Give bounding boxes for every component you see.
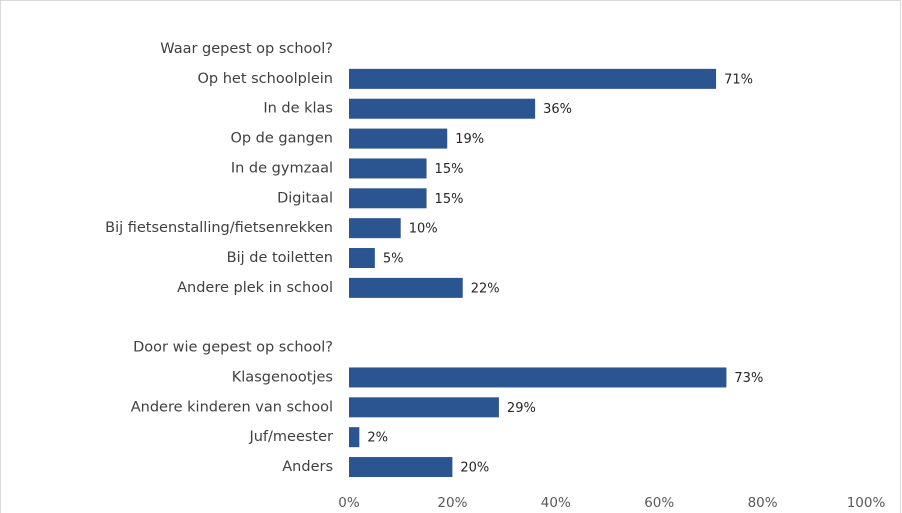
x-tick-label: 40% [541, 495, 571, 511]
category-label: Andere kinderen van school [131, 399, 333, 415]
category-label: Juf/meester [248, 429, 333, 445]
value-label: 10% [409, 222, 438, 237]
x-tick-label: 80% [748, 495, 778, 511]
value-label: 2% [367, 431, 388, 446]
category-label: Andere plek in school [177, 280, 333, 296]
category-label: Op het schoolplein [198, 71, 334, 87]
x-tick-label: 20% [437, 495, 467, 511]
category-label: Digitaal [277, 190, 333, 206]
category-label: In de klas [263, 101, 333, 117]
bar [349, 128, 448, 149]
value-label: 15% [435, 192, 464, 207]
bar [349, 158, 427, 179]
bar [349, 457, 453, 478]
x-tick-label: 100% [847, 495, 886, 511]
group-title: Waar gepest op school? [160, 41, 333, 57]
category-label: Klasgenootjes [232, 369, 333, 385]
bar [349, 218, 401, 239]
x-tick-label: 60% [644, 495, 674, 511]
value-label: 15% [435, 162, 464, 177]
category-label: Anders [282, 459, 333, 475]
bar [349, 248, 375, 269]
group-title: Door wie gepest op school? [133, 340, 333, 356]
value-label: 36% [543, 102, 572, 117]
category-label: Bij fietsenstalling/fietsenrekken [105, 220, 333, 236]
value-label: 5% [383, 252, 404, 267]
bar [349, 188, 427, 209]
value-label: 22% [471, 281, 500, 296]
category-label: Bij de toiletten [227, 250, 333, 266]
value-label: 73% [734, 371, 763, 386]
value-label: 19% [455, 132, 484, 147]
bar [349, 427, 360, 448]
bar [349, 68, 717, 89]
bar [349, 397, 499, 418]
x-tick-label: 0% [338, 495, 360, 511]
value-label: 20% [460, 461, 489, 476]
bar [349, 277, 463, 298]
value-label: 29% [507, 401, 536, 416]
bar [349, 367, 727, 388]
category-label: In de gymzaal [231, 160, 333, 176]
bar [349, 98, 536, 119]
value-label: 71% [724, 72, 753, 87]
category-label: Op de gangen [230, 131, 333, 147]
